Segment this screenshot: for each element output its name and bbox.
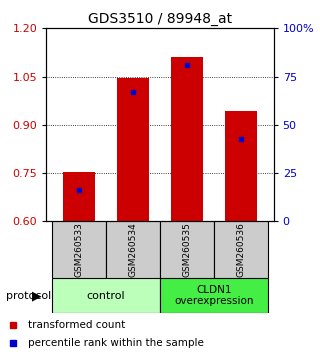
Text: GSM260534: GSM260534 — [128, 222, 138, 277]
Text: percentile rank within the sample: percentile rank within the sample — [28, 338, 204, 348]
Bar — [106, 221, 160, 278]
Text: GDS3510 / 89948_at: GDS3510 / 89948_at — [88, 12, 232, 27]
Text: GSM260536: GSM260536 — [237, 222, 246, 277]
Text: control: control — [87, 291, 125, 301]
Bar — [171, 57, 203, 221]
Bar — [63, 172, 95, 221]
Bar — [160, 278, 268, 313]
Bar — [160, 221, 214, 278]
Bar — [225, 111, 257, 221]
Bar — [52, 221, 106, 278]
Text: CLDN1
overexpression: CLDN1 overexpression — [174, 285, 254, 307]
Bar — [214, 221, 268, 278]
Text: GSM260535: GSM260535 — [182, 222, 192, 277]
Text: protocol: protocol — [6, 291, 52, 301]
Bar — [117, 79, 149, 221]
Text: GSM260533: GSM260533 — [74, 222, 83, 277]
Bar — [52, 278, 160, 313]
Text: transformed count: transformed count — [28, 320, 125, 330]
Text: ▶: ▶ — [32, 289, 42, 302]
